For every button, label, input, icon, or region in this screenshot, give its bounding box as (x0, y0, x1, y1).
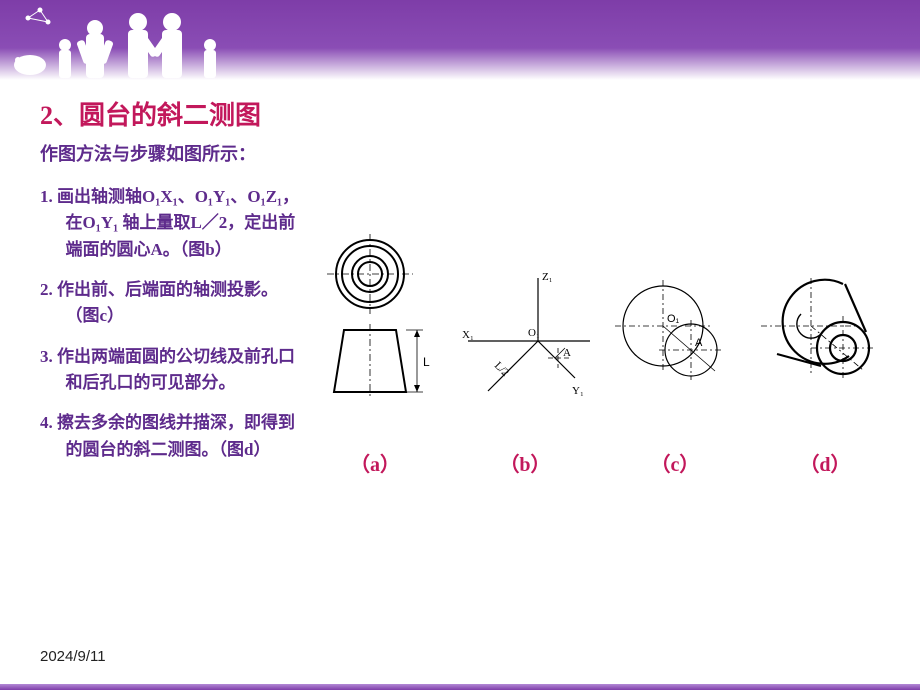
figures-row: L （a） (300, 184, 900, 477)
half-l-label: L/2 (492, 360, 511, 379)
slide-content: 2、圆台的斜二测图 作图方法与步骤如图所示： 1. 画出轴测轴O₁X₁、O₁Y₁… (40, 95, 900, 477)
fig-c-a-label: A (695, 337, 703, 349)
figure-c: O₁ A （c） (600, 266, 750, 477)
axis-o-label: O₁ (528, 327, 540, 339)
slide-title: 2、圆台的斜二测图 (40, 95, 900, 132)
figure-b: Z₁ X₁ Y₁ O₁ A L/2 （b） (450, 266, 600, 477)
step-2: 2. 作出前、后端面的轴测投影。（图c） (40, 277, 300, 330)
axis-z-label: Z₁ (542, 271, 553, 283)
step-1: 1. 画出轴测轴O₁X₁、O₁Y₁、O₁Z₁，在O₁Y₁ 轴上量取L／2，定出前… (40, 184, 300, 263)
intro-line: 作图方法与步骤如图所示： (40, 140, 900, 166)
bottom-accent-line (0, 684, 920, 690)
figure-b-label: （b） (499, 448, 550, 477)
step-3: 3. 作出两端面圆的公切线及前孔口和后孔口的可见部分。 (40, 344, 300, 397)
figure-d-label: （d） (799, 448, 850, 477)
axis-x-label: X₁ (462, 329, 474, 341)
figure-a: L （a） (300, 226, 450, 477)
top-banner (0, 0, 920, 80)
axis-a-label: A (563, 347, 571, 359)
figure-c-label: （c） (651, 448, 700, 477)
figure-a-label: （a） (350, 448, 400, 477)
footer-date: 2024/9/11 (40, 648, 106, 665)
dim-l-label: L (423, 355, 430, 369)
fig-c-o-label: O₁ (667, 313, 680, 325)
steps-list: 1. 画出轴测轴O₁X₁、O₁Y₁、O₁Z₁，在O₁Y₁ 轴上量取L／2，定出前… (40, 184, 300, 477)
step-4: 4. 擦去多余的图线并描深，即得到的圆台的斜二测图。（图d） (40, 410, 300, 463)
figure-a-svg: L (315, 226, 435, 436)
figure-d: （d） (750, 266, 900, 477)
figure-b-svg: Z₁ X₁ Y₁ O₁ A L/2 (450, 266, 600, 436)
banner-silhouettes (10, 0, 240, 80)
figure-c-svg: O₁ A (605, 266, 745, 436)
figure-d-svg (753, 266, 898, 436)
axis-y-label: Y₁ (572, 385, 584, 397)
